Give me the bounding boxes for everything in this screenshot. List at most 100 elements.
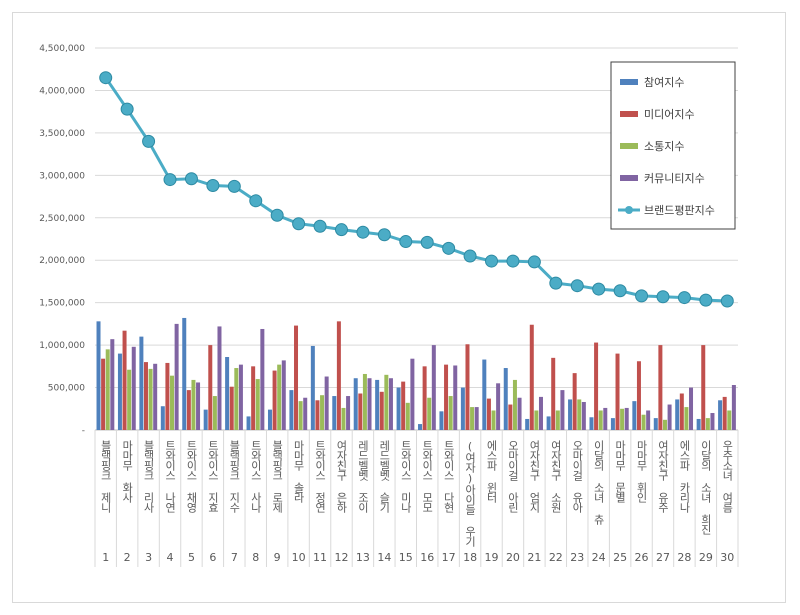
bar-소통지수 bbox=[320, 395, 325, 430]
bar-참여지수 bbox=[460, 387, 465, 430]
bar-참여지수 bbox=[568, 399, 573, 430]
bar-커뮤니티지수 bbox=[367, 378, 372, 430]
bar-커뮤니티지수 bbox=[410, 358, 415, 430]
bar-참여지수 bbox=[696, 418, 701, 430]
rank-label: 5 bbox=[188, 551, 195, 564]
rank-label: 9 bbox=[274, 551, 281, 564]
line-point bbox=[313, 219, 327, 233]
line-point bbox=[656, 290, 670, 304]
bar-미디어지수 bbox=[594, 342, 599, 430]
line-point bbox=[677, 291, 691, 305]
rank-label: 13 bbox=[356, 551, 370, 564]
bar-참여지수 bbox=[632, 401, 637, 430]
category-label: 마마무 화사 bbox=[121, 440, 134, 503]
line-point bbox=[163, 173, 177, 187]
bar-소통지수 bbox=[405, 402, 410, 430]
rank-label: 1 bbox=[102, 551, 109, 564]
category-label: 마마무 휘인 bbox=[635, 440, 648, 503]
legend-label: 브랜드평판지수 bbox=[644, 204, 715, 217]
bar-참여지수 bbox=[439, 411, 444, 430]
line-point bbox=[635, 289, 649, 303]
bar-소통지수 bbox=[662, 419, 667, 430]
rank-label: 20 bbox=[506, 551, 520, 564]
legend-swatch bbox=[620, 143, 638, 149]
y-tick-label: 4,500,000 bbox=[39, 44, 85, 54]
line-point bbox=[570, 279, 584, 293]
bar-커뮤니티지수 bbox=[431, 345, 436, 430]
bar-미디어지수 bbox=[336, 321, 341, 430]
bar-커뮤니티지수 bbox=[581, 401, 586, 430]
bar-참여지수 bbox=[589, 417, 594, 430]
bar-참여지수 bbox=[718, 400, 723, 430]
bar-커뮤니티지수 bbox=[196, 382, 201, 430]
legend-swatch bbox=[620, 111, 638, 117]
bar-커뮤니티지수 bbox=[110, 339, 115, 430]
bar-소통지수 bbox=[127, 369, 132, 430]
category-label: 트와이스 다현 bbox=[442, 440, 455, 513]
bar-커뮤니티지수 bbox=[517, 397, 522, 430]
line-point bbox=[249, 194, 263, 208]
category-label: 레드벨벳 조이 bbox=[356, 440, 369, 514]
legend-label: 커뮤니티지수 bbox=[644, 172, 705, 185]
bar-참여지수 bbox=[139, 336, 144, 430]
rank-label: 28 bbox=[677, 551, 691, 564]
bar-미디어지수 bbox=[186, 390, 191, 430]
bar-커뮤니티지수 bbox=[710, 413, 715, 430]
bar-커뮤니티지수 bbox=[174, 323, 179, 430]
category-label: 여자친구 유주 bbox=[656, 440, 669, 513]
line-point bbox=[184, 172, 198, 186]
category-label: 이달의 소녀 츄 bbox=[592, 440, 605, 526]
bar-소통지수 bbox=[191, 379, 196, 430]
rank-label: 14 bbox=[377, 551, 391, 564]
bar-소통지수 bbox=[384, 374, 389, 430]
legend-marker bbox=[625, 206, 633, 214]
category-label: 트와이스 정연 bbox=[314, 440, 327, 513]
bar-소통지수 bbox=[234, 368, 239, 430]
line-point bbox=[506, 254, 520, 268]
bar-미디어지수 bbox=[508, 404, 513, 430]
category-label: 블랙핑크 로제 bbox=[271, 440, 284, 513]
bar-미디어지수 bbox=[294, 325, 299, 430]
bar-참여지수 bbox=[675, 399, 680, 430]
bar-미디어지수 bbox=[722, 396, 727, 430]
bar-미디어지수 bbox=[636, 361, 641, 430]
bar-참여지수 bbox=[117, 353, 122, 430]
category-label: 트와이스 채영 bbox=[185, 440, 198, 513]
bar-소통지수 bbox=[277, 364, 282, 430]
legend-label: 소통지수 bbox=[644, 140, 684, 153]
category-label: 우주소녀 여름 bbox=[721, 440, 734, 513]
category-label: 트와이스 지효 bbox=[206, 440, 219, 512]
line-point bbox=[399, 235, 413, 249]
y-tick-label: 3,000,000 bbox=[39, 171, 85, 181]
bar-미디어지수 bbox=[658, 345, 663, 430]
line-point bbox=[206, 179, 220, 193]
rank-label: 22 bbox=[549, 551, 563, 564]
rank-label: 10 bbox=[292, 551, 306, 564]
line-point bbox=[485, 254, 499, 268]
bar-미디어지수 bbox=[358, 393, 363, 430]
bar-미디어지수 bbox=[422, 366, 427, 430]
bar-소통지수 bbox=[577, 399, 582, 430]
bar-참여지수 bbox=[503, 368, 508, 430]
category-label: 여자친구 은하 bbox=[335, 440, 348, 514]
bar-참여지수 bbox=[246, 416, 251, 430]
bar-참여지수 bbox=[289, 390, 294, 430]
bar-참여지수 bbox=[225, 356, 230, 430]
category-label: 마마무 솔라 bbox=[292, 440, 305, 503]
bar-커뮤니티지수 bbox=[281, 360, 286, 430]
bar-커뮤니티지수 bbox=[217, 326, 222, 430]
line-point bbox=[227, 179, 241, 193]
bar-커뮤니티지수 bbox=[496, 383, 501, 430]
rank-label: 7 bbox=[231, 551, 238, 564]
line-point bbox=[99, 71, 113, 85]
bar-미디어지수 bbox=[486, 398, 491, 430]
bar-소통지수 bbox=[555, 410, 560, 430]
bar-미디어지수 bbox=[122, 330, 127, 430]
rank-label: 24 bbox=[592, 551, 606, 564]
rank-label: 29 bbox=[699, 551, 713, 564]
bar-참여지수 bbox=[482, 359, 487, 430]
bar-참여지수 bbox=[353, 378, 358, 430]
bar-소통지수 bbox=[491, 410, 496, 430]
bar-참여지수 bbox=[203, 409, 208, 430]
